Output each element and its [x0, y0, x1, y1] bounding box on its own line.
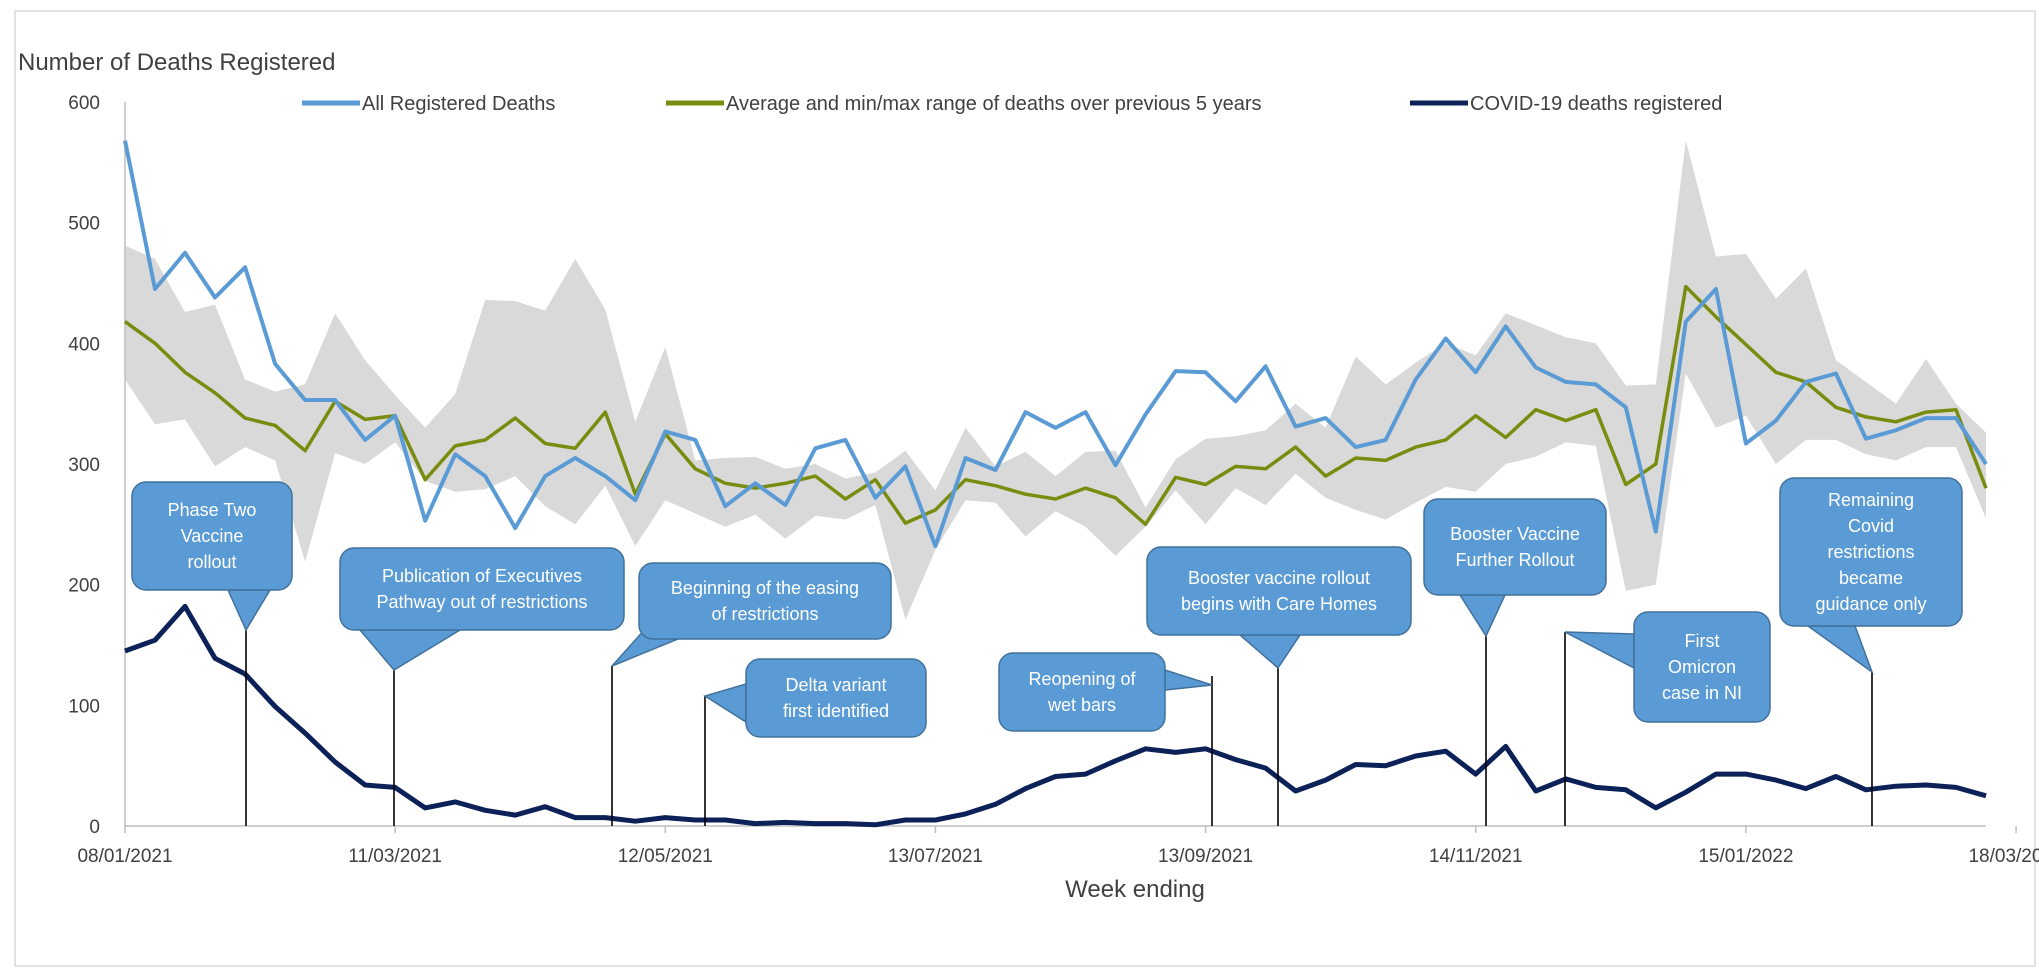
all-deaths-line: [123, 140, 1988, 549]
annotation-omicron: First Omicron case in NI: [1564, 611, 1771, 826]
annotation-text-line: guidance only: [1815, 594, 1926, 614]
annotation-box: [638, 562, 892, 640]
annotation-text: Delta variant first identified: [783, 675, 889, 721]
annotation-text-line: case in NI: [1662, 683, 1742, 703]
annotation-box: [131, 481, 293, 591]
annotation-text: Booster vaccine rollout begins with Care …: [1181, 568, 1377, 614]
annotation-text-line: Remaining: [1828, 490, 1914, 510]
legend-label-all: All Registered Deaths: [362, 93, 555, 115]
annotation-text-line: First: [1685, 631, 1720, 651]
y-tick-label: 100: [68, 696, 100, 717]
legend: All Registered Deaths Average and min/max…: [302, 93, 1722, 115]
annotation-box: [339, 547, 625, 631]
annotation-text: Reopening of wet bars: [1028, 669, 1136, 715]
annotation-text-line: Vaccine: [181, 526, 244, 546]
annotation-text-line: Omicron: [1668, 657, 1736, 677]
annotation-text-line: begins with Care Homes: [1181, 594, 1377, 614]
annotation-text-line: Further Rollout: [1455, 550, 1574, 570]
x-tick-label: 13/07/2021: [888, 846, 983, 867]
annotation-text: Booster Vaccine Further Rollout: [1450, 524, 1580, 570]
annotation-text: Beginning of the easing of restrictions: [671, 578, 859, 624]
range-band-group: [125, 140, 1986, 620]
axis-ticks-group: 0 100 200 300 400 500 600 08/01/2021 11/03/2021 1…: [68, 93, 2039, 867]
x-tick-label: 11/03/2021: [348, 846, 442, 867]
annotation-text-line: of restrictions: [711, 604, 818, 624]
legend-label-covid: COVID-19 deaths registered: [1470, 93, 1722, 115]
annotation-text: Remaining Covid restrictions became guidance…: [1815, 490, 1926, 614]
average-line: [123, 284, 1988, 527]
annotation-text-line: Delta variant: [785, 675, 886, 695]
annotation-text-line: Booster vaccine rollout: [1188, 568, 1370, 588]
annotation-text-line: Reopening of: [1028, 669, 1136, 689]
x-axis-title: Week ending: [1065, 876, 1205, 903]
annotation-wet_bars: Reopening of wet bars: [998, 652, 1213, 826]
y-tick-label: 500: [68, 214, 100, 235]
legend-label-avg: Average and min/max range of deaths over…: [726, 93, 1262, 115]
annotations-group: Phase Two Vaccine rollout Publication of Ex…: [131, 477, 1963, 826]
annotation-easing: Beginning of the easing of restrictions: [611, 562, 892, 826]
annotation-pathway: Publication of Executives Pathway out of …: [339, 547, 625, 826]
series-lines-group: [123, 140, 1988, 828]
y-axis-title: Number of Deaths Registered: [18, 49, 335, 76]
annotation-text-line: Pathway out of restrictions: [376, 592, 587, 612]
annotation-text: Publication of Executives Pathway out of …: [376, 566, 587, 612]
annotation-delta: Delta variant first identified: [703, 658, 927, 826]
annotation-text-line: wet bars: [1047, 695, 1116, 715]
range-band-area: [125, 140, 1986, 620]
y-tick-label: 200: [68, 576, 100, 597]
annotation-guidance: Remaining Covid restrictions became guidance…: [1779, 477, 1963, 826]
annotation-text-line: Beginning of the easing: [671, 578, 859, 598]
annotation-box: [1633, 611, 1771, 723]
x-tick-label: 18/03/2022: [1968, 846, 2039, 867]
annotation-text-line: first identified: [783, 701, 889, 721]
x-tick-label: 15/01/2022: [1698, 846, 1793, 867]
annotation-text-line: Publication of Executives: [382, 566, 582, 586]
annotation-box: [745, 658, 927, 738]
annotation-text-line: restrictions: [1827, 542, 1914, 562]
x-tick-label: 08/01/2021: [77, 846, 172, 867]
annotation-booster_care: Booster vaccine rollout begins with Care …: [1146, 546, 1412, 826]
y-tick-label: 400: [68, 334, 100, 355]
annotation-box: [998, 652, 1166, 732]
x-tick-label: 12/05/2021: [618, 846, 713, 867]
annotation-text-line: became: [1839, 568, 1903, 588]
y-tick-label: 0: [89, 817, 100, 838]
annotation-box: [1423, 498, 1607, 596]
annotation-text-line: Covid: [1848, 516, 1894, 536]
annotation-text-line: Phase Two: [168, 500, 257, 520]
annotation-phase_two: Phase Two Vaccine rollout: [131, 481, 293, 826]
annotation-box: [1779, 477, 1963, 627]
y-tick-label: 600: [68, 93, 100, 114]
annotation-text: First Omicron case in NI: [1662, 631, 1742, 703]
annotation-text-line: Booster Vaccine: [1450, 524, 1580, 544]
annotation-text: Phase Two Vaccine rollout: [168, 500, 257, 572]
x-tick-label: 13/09/2021: [1158, 846, 1253, 867]
annotation-booster_further: Booster Vaccine Further Rollout: [1423, 498, 1607, 826]
annotation-text-line: rollout: [187, 552, 236, 572]
y-tick-label: 300: [68, 455, 100, 476]
annotation-box: [1146, 546, 1412, 636]
x-tick-label: 14/11/2021: [1429, 846, 1523, 867]
covid-deaths-line: [124, 603, 1987, 828]
